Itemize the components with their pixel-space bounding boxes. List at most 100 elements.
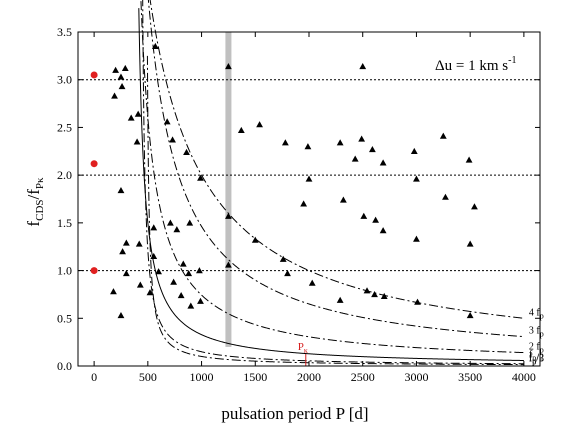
x-tick-label: 1000 [190, 370, 214, 384]
triangle-point [300, 200, 308, 207]
triangle-point [308, 279, 316, 286]
triangle-point [284, 270, 291, 277]
curve-label-sub: p [532, 357, 536, 366]
curve-label-main: 3 f [529, 326, 541, 337]
x-tick-label: 2000 [297, 370, 321, 384]
red-point [90, 160, 98, 168]
x-tick-label: 4000 [512, 370, 536, 384]
triangle-point [183, 148, 190, 155]
x-tick-label: 500 [139, 370, 157, 384]
triangle-point [197, 174, 204, 181]
curve-label-sub: p [540, 330, 544, 339]
y-axis-title-sub2: Pκ [34, 177, 46, 189]
triangle-point [169, 136, 176, 143]
triangle-point [466, 312, 474, 319]
triangle-point [155, 268, 162, 275]
y-axis-title: fCDS/fPκ [24, 177, 46, 227]
triangle-point [413, 175, 420, 182]
curve-label-main: 2 f [529, 342, 541, 353]
triangle-point [127, 114, 135, 121]
curve-label: 3 fp [529, 326, 544, 339]
triangle-point [359, 62, 367, 70]
curve-label-main: f [529, 353, 533, 364]
triangle-point [135, 240, 143, 247]
triangle-point [279, 255, 287, 262]
curve-label-main: f [529, 349, 533, 360]
delta-u-text: Δu = 1 km s [435, 58, 508, 74]
triangle-point [163, 118, 171, 125]
x-tick-label: 3000 [404, 370, 428, 384]
triangle-point [187, 302, 195, 309]
triangle-point [251, 236, 259, 243]
triangle-point [281, 139, 289, 146]
triangle-point [471, 203, 478, 210]
curve [142, 0, 524, 365]
triangle-point [380, 292, 388, 300]
triangle-point [372, 216, 380, 223]
triangle-point [177, 291, 185, 299]
curve [147, 0, 524, 338]
delta-u-annotation: Δu = 1 km s-1 [435, 55, 516, 74]
triangle-point [379, 159, 387, 166]
triangle-point [465, 156, 473, 163]
y-tick-label: 0.5 [57, 311, 72, 325]
marker-layer: Pκ [90, 42, 478, 366]
y-tick-label: 2.5 [57, 120, 72, 134]
triangle-point [358, 135, 366, 142]
triangle-point [363, 287, 371, 294]
triangle-point [186, 219, 194, 226]
y-axis-title-sub: CDS [34, 199, 46, 220]
y-axis-title-main: f [24, 221, 43, 227]
x-tick-label: 0 [91, 370, 97, 384]
triangle-point [414, 298, 421, 305]
triangle-point [410, 147, 418, 155]
triangle-point [110, 288, 117, 295]
x-tick-label: 2500 [351, 370, 375, 384]
triangle-point [134, 110, 142, 117]
y-tick-label: 2.0 [57, 168, 72, 182]
triangle-point [351, 155, 359, 162]
triangle-point [413, 235, 420, 242]
triangle-point [112, 66, 120, 73]
triangle-point [167, 219, 174, 226]
triangle-point [111, 92, 118, 99]
triangle-point [196, 267, 203, 274]
triangle-point [339, 196, 347, 203]
triangle-point [225, 261, 232, 268]
curve-label: 2 fp [529, 342, 544, 355]
triangle-point [150, 252, 158, 259]
period-band [225, 32, 232, 347]
x-axis-title: pulsation period P [d] [221, 404, 368, 423]
pk-label: Pκ [298, 341, 308, 355]
triangle-point [379, 227, 387, 234]
triangle-point [185, 270, 193, 277]
delta-u-exponent: -1 [508, 55, 516, 66]
triangle-point [225, 212, 232, 219]
triangle-point [117, 73, 125, 80]
triangle-point [304, 143, 312, 150]
triangle-point [122, 270, 130, 277]
y-axis-title-mid: /f [24, 189, 43, 200]
triangle-point [237, 126, 245, 134]
axes-layer: 0 500 1000 1500 2000 2500 3000 3500 4000 0.0 0.5 1.… [57, 25, 540, 384]
curve-label-sub: p [540, 311, 544, 320]
triangle-point [256, 121, 263, 128]
y-tick-label: 1.0 [57, 264, 72, 278]
triangle-point [371, 291, 378, 298]
pk-label-main: P [298, 341, 304, 353]
triangle-point [133, 138, 141, 145]
triangle-point [118, 82, 126, 90]
triangle-point [150, 224, 158, 231]
band-layer [225, 32, 232, 347]
triangle-point [170, 278, 178, 285]
triangle-point [173, 226, 181, 233]
triangle-point [117, 312, 125, 319]
curve-label-sub: p [532, 358, 536, 367]
triangle-point [360, 212, 368, 219]
x-tick-label: 1500 [243, 370, 267, 384]
triangle-point [225, 62, 232, 70]
triangle-point [151, 42, 159, 50]
triangle-point [336, 139, 344, 146]
